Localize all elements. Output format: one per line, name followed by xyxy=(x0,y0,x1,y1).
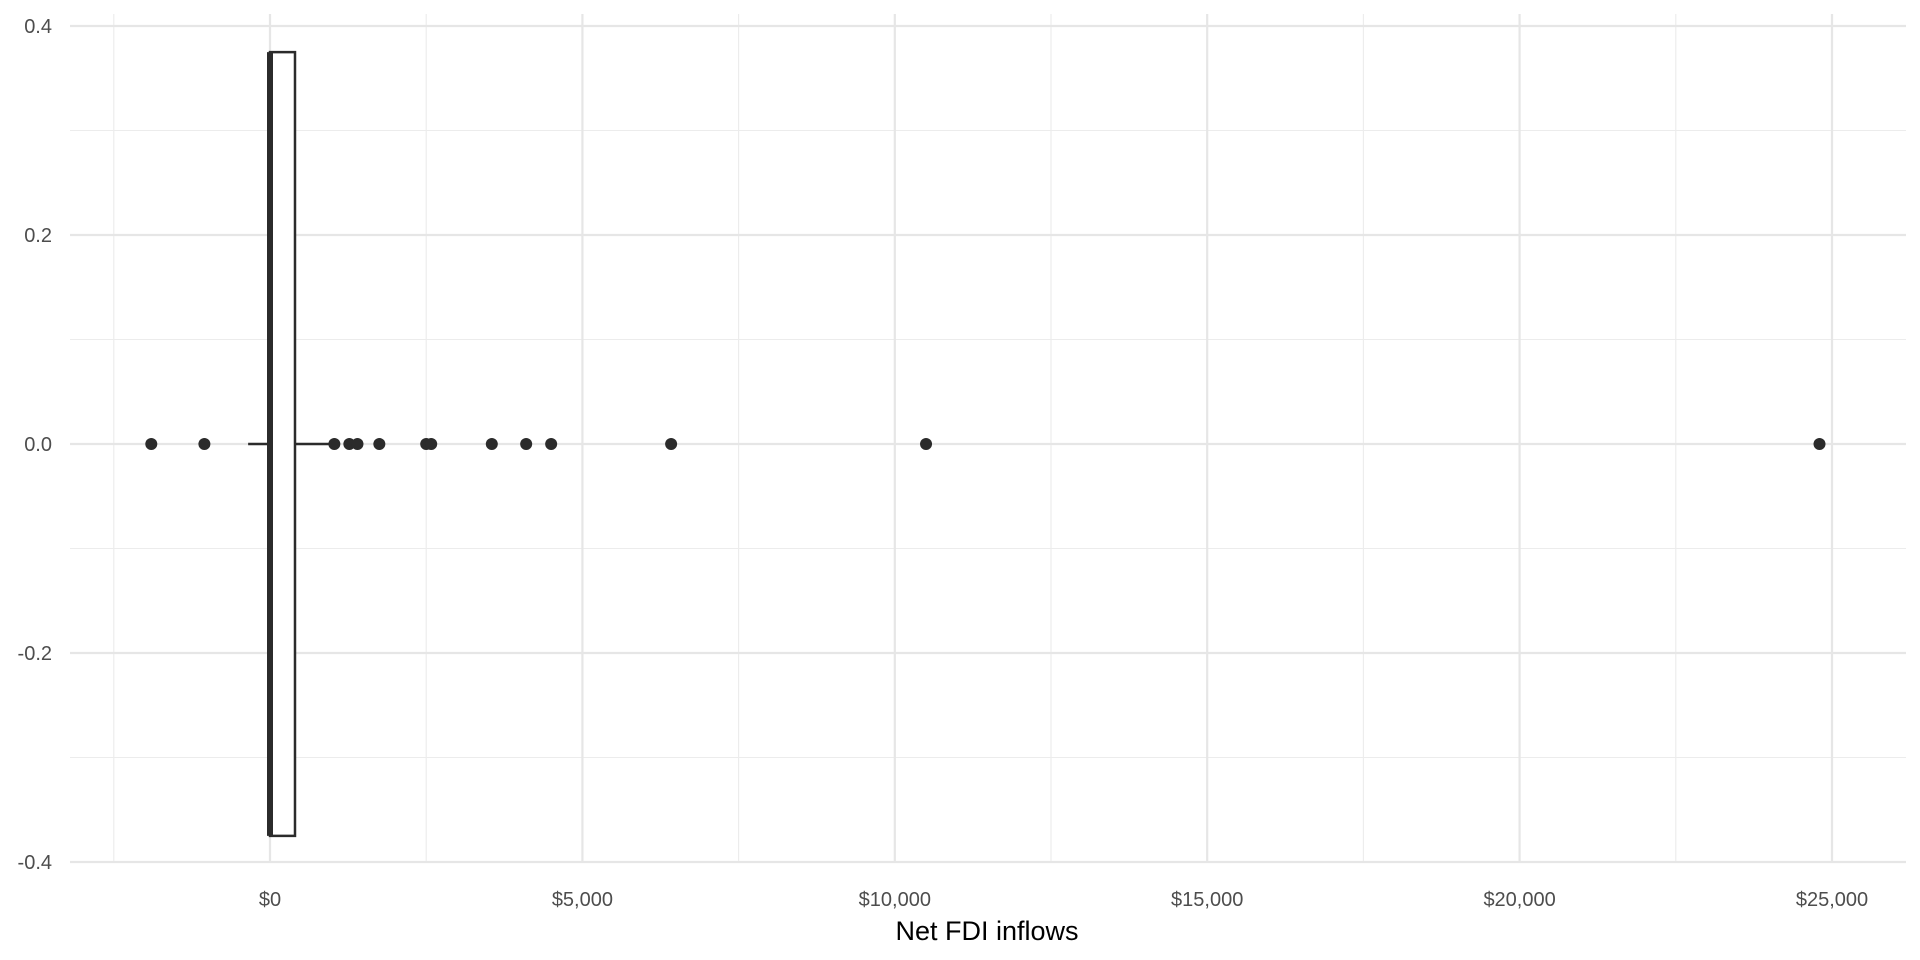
outlier-point xyxy=(425,438,438,450)
outlier-point xyxy=(373,438,386,450)
y-tick-label: 0.4 xyxy=(24,16,52,38)
y-tick-label: 0.0 xyxy=(24,434,52,456)
y-axis-tick-labels: 0.4 0.2 0.0 -0.2 -0.4 xyxy=(18,16,52,874)
y-tick-label: -0.4 xyxy=(18,852,52,874)
minor-gridlines xyxy=(70,14,1906,862)
outlier-point xyxy=(328,438,341,450)
outlier-point xyxy=(198,438,211,450)
outlier-point xyxy=(1813,438,1826,450)
box-group xyxy=(267,50,297,838)
x-axis-title: Net FDI inflows xyxy=(895,916,1078,946)
interquartile-box xyxy=(268,50,297,838)
x-axis-tick-labels: $0 $5,000 $10,000 $15,000 $20,000 $25,000 xyxy=(259,889,1868,911)
x-tick-label: $0 xyxy=(259,889,281,911)
outlier-point xyxy=(520,438,533,450)
outlier-point xyxy=(145,438,158,450)
x-tick-label: $25,000 xyxy=(1796,889,1868,911)
outlier-point xyxy=(351,438,364,450)
x-tick-label: $20,000 xyxy=(1483,889,1555,911)
outlier-point xyxy=(920,438,933,450)
outlier-point xyxy=(485,438,498,450)
outlier-points xyxy=(145,438,1826,450)
x-tick-label: $15,000 xyxy=(1171,889,1243,911)
major-gridlines xyxy=(70,14,1906,864)
outlier-point xyxy=(545,438,558,450)
outlier-point xyxy=(665,438,678,450)
x-tick-label: $10,000 xyxy=(859,889,931,911)
y-tick-label: -0.2 xyxy=(18,643,52,665)
y-tick-label: 0.2 xyxy=(24,225,52,247)
x-tick-label: $5,000 xyxy=(552,889,613,911)
